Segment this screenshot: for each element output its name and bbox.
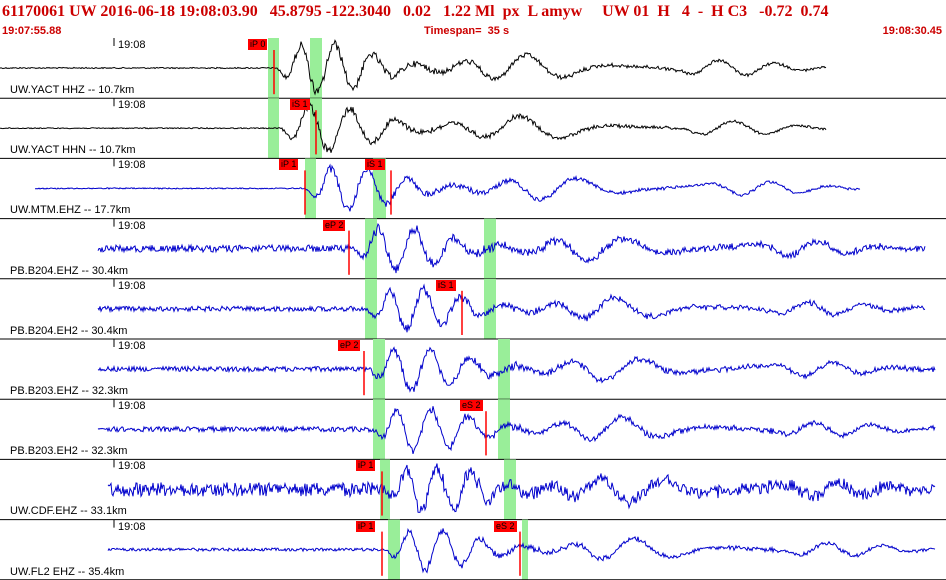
trace-canvas[interactable] <box>0 38 946 580</box>
end-time: 19:08:30.45 <box>882 25 942 37</box>
phase-pick-flag[interactable]: eP 2 <box>338 340 361 351</box>
channel-time-label: 19:08 <box>118 520 146 533</box>
channel-row[interactable] <box>0 218 946 280</box>
pick-window <box>365 278 377 339</box>
channel-time-label: 19:08 <box>118 159 146 172</box>
pick-window <box>305 158 316 219</box>
phase-pick-flag[interactable]: eP 2 <box>323 219 346 231</box>
waveform-trace[interactable] <box>0 101 827 153</box>
phase-pick-flag[interactable]: iP 1 <box>279 159 299 171</box>
channel-label: UW.YACT HHZ -- 10.7km <box>10 84 135 96</box>
event-header: 61170061 UW 2016-06-18 19:08:03.90 45.87… <box>0 0 946 38</box>
pick-window <box>388 519 400 580</box>
channel-label: UW.CDF.EHZ -- 33.1km <box>10 505 127 518</box>
waveform-trace[interactable] <box>34 163 861 212</box>
pick-window <box>484 218 496 279</box>
phase-pick-flag[interactable]: iP 1 <box>356 520 376 532</box>
channel-time-label: 19:08 <box>118 279 146 292</box>
pick-window <box>373 399 385 460</box>
channel-row[interactable] <box>0 278 946 340</box>
start-time: 19:07:55.88 <box>2 25 62 37</box>
pick-window <box>365 218 377 279</box>
phase-pick-flag[interactable]: eS 2 <box>494 520 517 532</box>
pick-window <box>310 38 322 99</box>
channel-label: PB.B203.EH2 -- 32.3km <box>10 445 128 458</box>
channel-label: UW.FL2 EHZ -- 35.4km <box>10 565 125 578</box>
phase-pick-flag[interactable]: iP 0 <box>248 39 268 50</box>
pick-window <box>504 459 516 520</box>
channel-time-label: 19:08 <box>118 460 146 473</box>
waveform-trace[interactable] <box>0 39 827 96</box>
channel-row[interactable] <box>0 339 946 400</box>
phase-pick-flag[interactable]: eS 2 <box>460 400 483 412</box>
waveform-trace[interactable] <box>97 346 936 393</box>
waveform-trace[interactable] <box>97 223 926 274</box>
event-summary: 61170061 UW 2016-06-18 19:08:03.90 45.87… <box>2 3 829 20</box>
channel-time-label: 19:08 <box>118 219 146 232</box>
channel-label: PB.B203.EHZ -- 32.3km <box>10 385 128 397</box>
channel-row[interactable] <box>0 399 946 460</box>
channel-row[interactable] <box>0 459 946 521</box>
pick-window <box>373 339 385 400</box>
pick-window <box>498 399 510 460</box>
channel-time-label: 19:08 <box>118 99 146 112</box>
channel-label: PB.B204.EH2 -- 30.4km <box>10 324 128 337</box>
waveform-trace[interactable] <box>97 406 936 455</box>
pick-window <box>498 339 510 400</box>
phase-pick-flag[interactable]: iP 1 <box>356 460 376 472</box>
channel-row[interactable] <box>0 158 946 220</box>
phase-pick-flag[interactable]: iS 1 <box>365 159 385 171</box>
pick-window <box>484 278 496 339</box>
waveform-trace[interactable] <box>97 283 926 333</box>
waveform-trace[interactable] <box>107 463 936 513</box>
seismogram-panel[interactable]: 19:08 UW.YACT HHZ -- 10.7km iP 0 19:08 UW.YA… <box>0 38 946 580</box>
channel-time-label: 19:08 <box>118 400 146 413</box>
pick-window <box>522 519 528 580</box>
waveform-trace[interactable] <box>107 527 936 574</box>
timespan: Timespan= 35 s <box>424 25 510 37</box>
phase-pick-flag[interactable]: iS 1 <box>436 279 456 291</box>
channel-time-label: 19:08 <box>118 340 146 352</box>
pick-window <box>373 158 386 219</box>
channel-label: UW.YACT HHN -- 10.7km <box>10 144 136 157</box>
phase-pick-flag[interactable]: iS 1 <box>290 99 310 111</box>
channel-label: UW.MTM.EHZ -- 17.7km <box>10 204 131 217</box>
channel-time-label: 19:08 <box>118 39 146 51</box>
channel-label: PB.B204.EHZ -- 30.4km <box>10 264 128 277</box>
